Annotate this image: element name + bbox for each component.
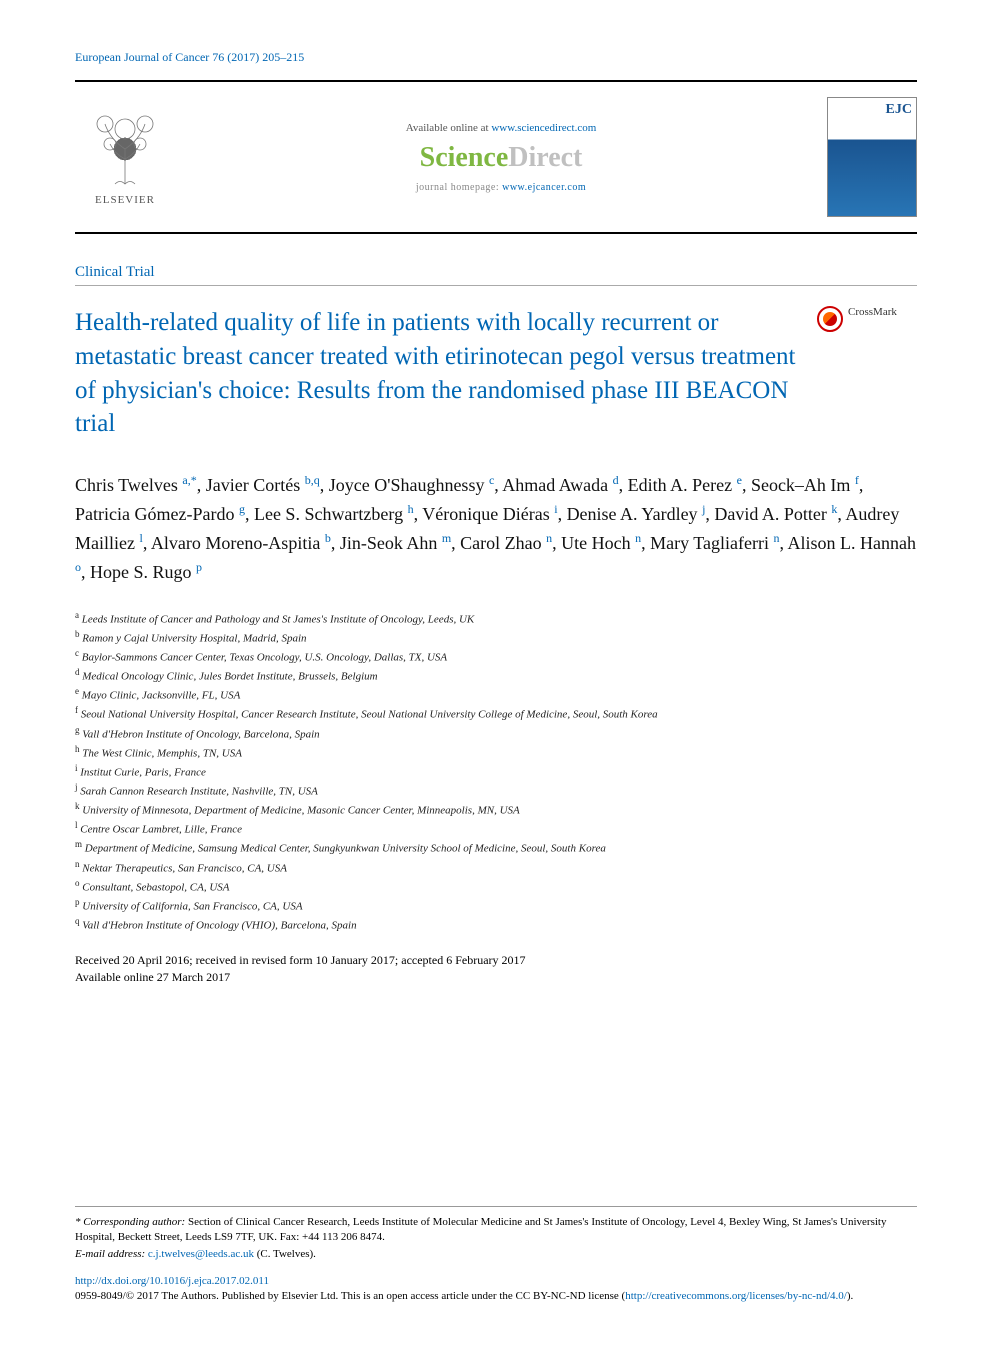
sciencedirect-logo[interactable]: ScienceDirect	[190, 142, 812, 174]
header-box: ELSEVIER Available online at www.science…	[75, 80, 917, 234]
author-list: Chris Twelves a,*, Javier Cortés b,q, Jo…	[75, 471, 917, 587]
crossmark[interactable]: CrossMark	[817, 306, 917, 441]
author-sup: p	[196, 560, 202, 574]
author: Hope S. Rugo p	[90, 562, 202, 582]
license-close: ).	[847, 1290, 853, 1302]
author: Jin-Seok Ahn m	[340, 533, 451, 553]
affiliation: a Leeds Institute of Cancer and Patholog…	[75, 609, 917, 628]
author-sup: e	[737, 473, 742, 487]
corr-email[interactable]: c.j.twelves@leeds.ac.uk	[148, 1248, 254, 1260]
author-sup: f	[855, 473, 859, 487]
affiliation: n Nektar Therapeutics, San Francisco, CA…	[75, 858, 917, 877]
journal-name: European Journal of Cancer	[75, 50, 209, 64]
available-online: Available online at www.sciencedirect.co…	[190, 122, 812, 134]
email-label: E-mail address:	[75, 1248, 148, 1260]
affiliation: f Seoul National University Hospital, Ca…	[75, 704, 917, 723]
crossmark-label: CrossMark	[848, 306, 897, 318]
author-sup: k	[831, 502, 837, 516]
corr-text: Section of Clinical Cancer Research, Lee…	[75, 1216, 886, 1243]
journal-homepage: journal homepage: www.ejcancer.com	[190, 182, 812, 193]
article-dates: Received 20 April 2016; received in revi…	[75, 952, 917, 986]
footer-separator: * Corresponding author: Section of Clini…	[75, 1206, 917, 1305]
author: Joyce O'Shaughnessy c	[329, 475, 495, 495]
ejc-label: EJC	[886, 102, 912, 118]
author-sup: o	[75, 560, 81, 574]
affiliation: j Sarah Cannon Research Institute, Nashv…	[75, 781, 917, 800]
email-suffix: (C. Twelves).	[254, 1248, 316, 1260]
divider	[75, 285, 917, 286]
sd-direct: Direct	[508, 142, 582, 173]
author-sup: c	[489, 473, 494, 487]
affiliation: h The West Clinic, Memphis, TN, USA	[75, 743, 917, 762]
author: David A. Potter k	[714, 504, 837, 524]
author-sup: i	[554, 502, 557, 516]
affiliation-list: a Leeds Institute of Cancer and Patholog…	[75, 609, 917, 935]
article-title: Health-related quality of life in patien…	[75, 306, 797, 441]
license-link[interactable]: http://creativecommons.org/licenses/by-n…	[625, 1290, 847, 1302]
author: Carol Zhao n	[460, 533, 552, 553]
journal-vol: 76 (2017) 205–215	[212, 50, 304, 64]
affiliation: k University of Minnesota, Department of…	[75, 800, 917, 819]
author-sup: m	[442, 531, 451, 545]
author: Ahmad Awada d	[502, 475, 618, 495]
affiliation: g Vall d'Hebron Institute of Oncology, B…	[75, 724, 917, 743]
author-sup: b	[325, 531, 331, 545]
issn-line: 0959-8049/© 2017 The Authors. Published …	[75, 1290, 625, 1302]
sciencedirect-link[interactable]: www.sciencedirect.com	[491, 122, 596, 134]
sd-science: Science	[420, 142, 509, 173]
author: Denise A. Yardley j	[567, 504, 706, 524]
license-text: 0959-8049/© 2017 The Authors. Published …	[75, 1289, 917, 1305]
title-row: Health-related quality of life in patien…	[75, 306, 917, 441]
doi-block: http://dx.doi.org/10.1016/j.ejca.2017.02…	[75, 1274, 917, 1305]
author-sup: h	[408, 502, 414, 516]
available-prefix: Available online at	[406, 122, 492, 134]
affiliation: q Vall d'Hebron Institute of Oncology (V…	[75, 915, 917, 934]
corresponding-author: * Corresponding author: Section of Clini…	[75, 1215, 917, 1246]
article-type: Clinical Trial	[75, 264, 917, 281]
author: Alvaro Moreno-Aspitia b	[151, 533, 331, 553]
author: Seock–Ah Im f	[751, 475, 859, 495]
crossmark-icon	[817, 306, 843, 332]
author-sup: j	[702, 502, 705, 516]
affiliation: e Mayo Clinic, Jacksonville, FL, USA	[75, 685, 917, 704]
author-sup: d	[613, 473, 619, 487]
elsevier-text: ELSEVIER	[95, 194, 155, 206]
affiliation: l Centre Oscar Lambret, Lille, France	[75, 819, 917, 838]
corr-label: * Corresponding author:	[75, 1216, 185, 1228]
author: Ute Hoch n	[561, 533, 641, 553]
affiliation: o Consultant, Sebastopol, CA, USA	[75, 877, 917, 896]
header-center: Available online at www.sciencedirect.co…	[190, 122, 812, 193]
affiliation: d Medical Oncology Clinic, Jules Bordet …	[75, 666, 917, 685]
author: Mary Tagliaferri n	[650, 533, 779, 553]
dates-line1: Received 20 April 2016; received in revi…	[75, 952, 917, 969]
author-sup: b,q	[305, 473, 320, 487]
author: Javier Cortés b,q	[206, 475, 320, 495]
author: Lee S. Schwartzberg h	[254, 504, 414, 524]
journal-homepage-link[interactable]: www.ejcancer.com	[502, 182, 586, 193]
affiliation: c Baylor-Sammons Cancer Center, Texas On…	[75, 647, 917, 666]
affiliation: m Department of Medicine, Samsung Medica…	[75, 838, 917, 857]
author-sup: g	[239, 502, 245, 516]
affiliation: p University of California, San Francisc…	[75, 896, 917, 915]
author-sup: n	[635, 531, 641, 545]
jh-label: journal homepage:	[416, 182, 502, 193]
elsevier-tree-icon	[85, 109, 165, 189]
dates-line2: Available online 27 March 2017	[75, 969, 917, 986]
author-sup: n	[546, 531, 552, 545]
author: Edith A. Perez e	[628, 475, 742, 495]
author: Véronique Diéras i	[422, 504, 557, 524]
affiliation: b Ramon y Cajal University Hospital, Mad…	[75, 628, 917, 647]
email-line: E-mail address: c.j.twelves@leeds.ac.uk …	[75, 1248, 917, 1260]
journal-cover[interactable]: EJC	[827, 97, 917, 217]
affiliation: i Institut Curie, Paris, France	[75, 762, 917, 781]
journal-reference: European Journal of Cancer 76 (2017) 205…	[75, 50, 917, 65]
author-sup: a,*	[182, 473, 196, 487]
author-sup: l	[139, 531, 142, 545]
author-sup: n	[774, 531, 780, 545]
author: Chris Twelves a,*	[75, 475, 197, 495]
elsevier-logo[interactable]: ELSEVIER	[75, 102, 175, 212]
doi-link[interactable]: http://dx.doi.org/10.1016/j.ejca.2017.02…	[75, 1275, 269, 1287]
author: Patricia Gómez-Pardo g	[75, 504, 245, 524]
